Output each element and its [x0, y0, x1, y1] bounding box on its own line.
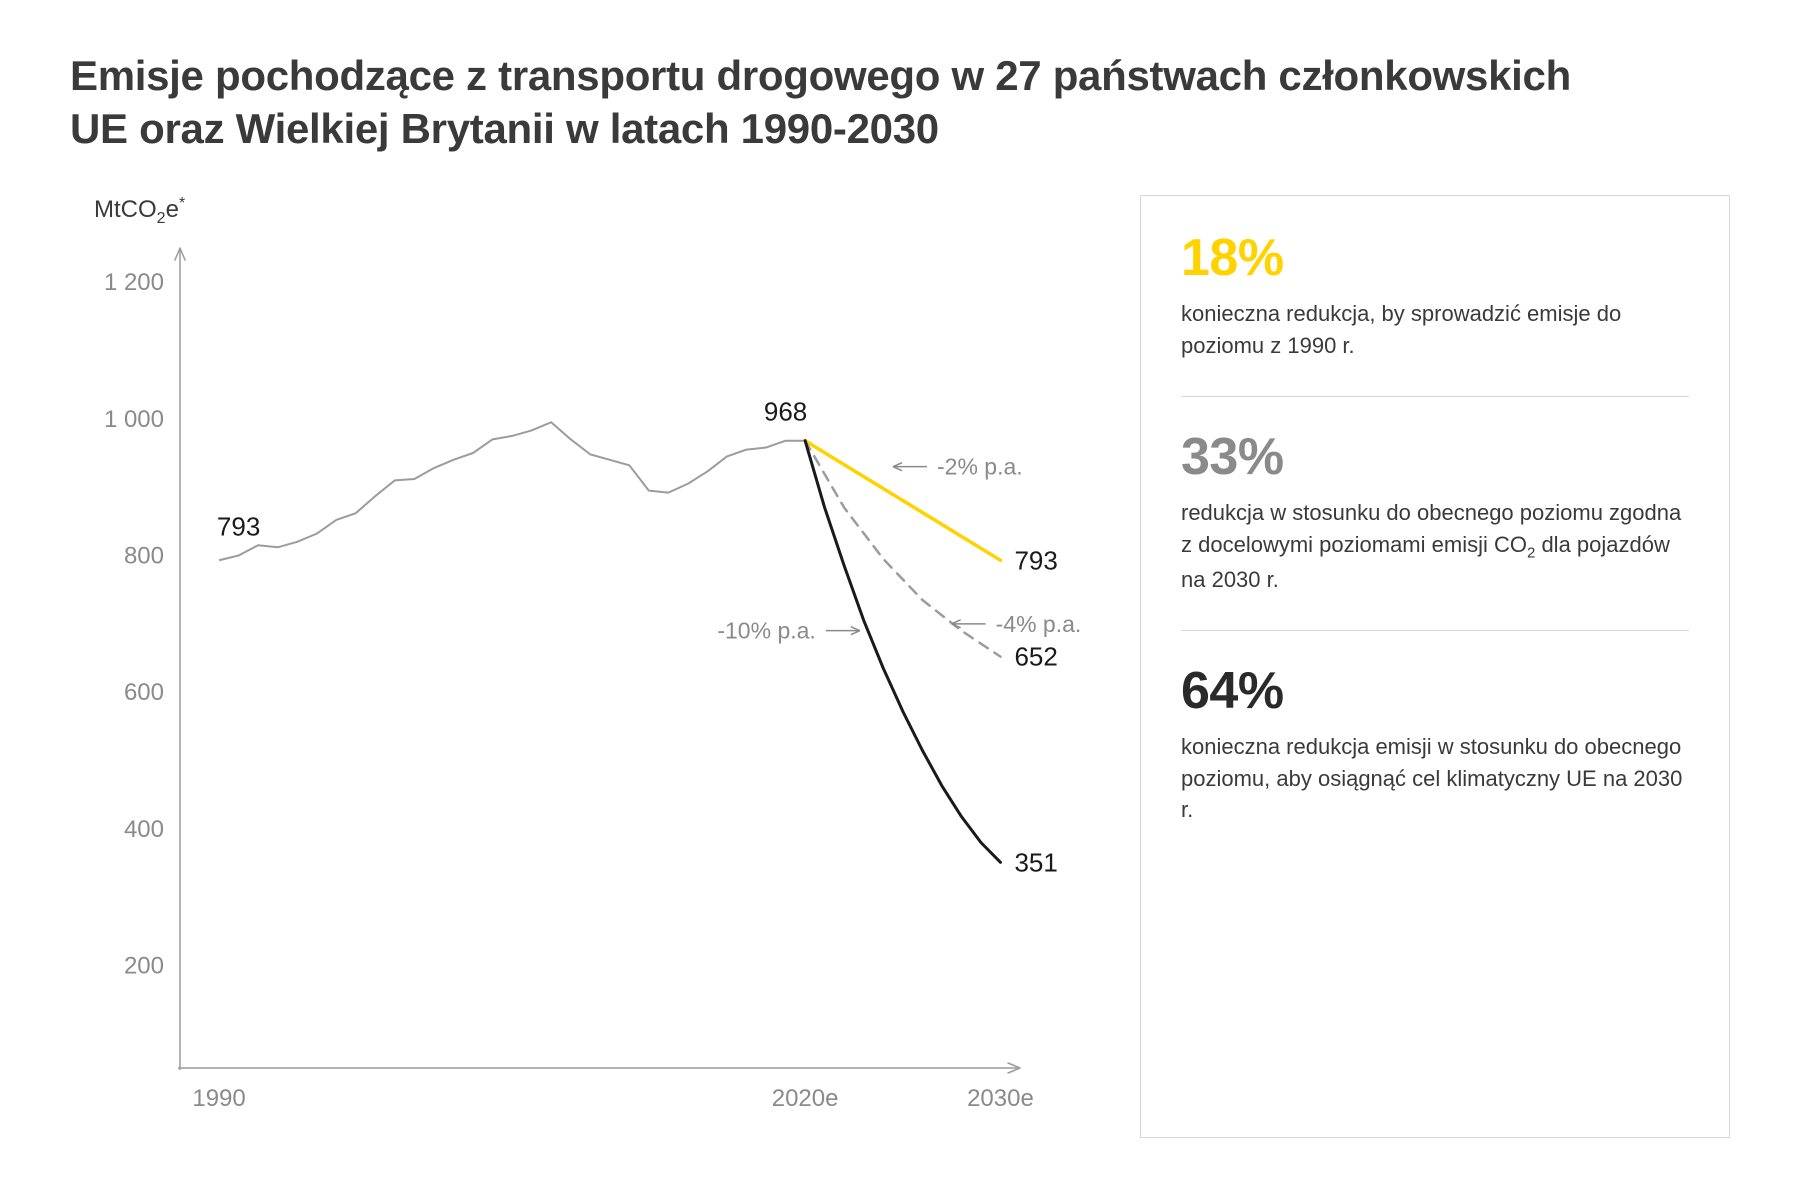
svg-text:2030e: 2030e [967, 1085, 1034, 1112]
svg-text:351: 351 [1014, 847, 1057, 877]
stat-64: 64% konieczna redukcja emisji w stosunku… [1181, 630, 1689, 861]
y-axis-label: MtCO2e* [94, 195, 1110, 228]
stat-18: 18% konieczna redukcja, by sprowadzić em… [1181, 232, 1689, 396]
svg-text:600: 600 [124, 679, 164, 706]
svg-text:-4% p.a.: -4% p.a. [996, 611, 1082, 637]
svg-text:1 000: 1 000 [104, 406, 164, 433]
svg-text:400: 400 [124, 816, 164, 843]
svg-text:1990: 1990 [192, 1085, 245, 1112]
svg-text:200: 200 [124, 952, 164, 979]
svg-text:-2% p.a.: -2% p.a. [937, 453, 1023, 479]
svg-text:800: 800 [124, 542, 164, 569]
svg-text:652: 652 [1014, 641, 1057, 671]
svg-text:2020e: 2020e [772, 1085, 839, 1112]
stats-panel: 18% konieczna redukcja, by sprowadzić em… [1140, 195, 1730, 1138]
stat-value: 64% [1181, 665, 1689, 717]
stat-value: 33% [1181, 431, 1689, 483]
emissions-chart: 200 400 600 800 1 000 1 200 1990 2020e 2030e 793 -… [70, 238, 1110, 1138]
page-title: Emisje pochodzące z transportu drogowego… [70, 50, 1620, 155]
stat-33: 33% redukcja w stosunku do obecnego pozi… [1181, 396, 1689, 630]
svg-text:968: 968 [764, 396, 807, 426]
stat-desc: konieczna redukcja, by sprowadzić emisje… [1181, 298, 1689, 362]
svg-text:1 200: 1 200 [104, 269, 164, 296]
svg-text:-10% p.a.: -10% p.a. [717, 617, 815, 643]
stat-desc: konieczna redukcja emisji w stosunku do … [1181, 731, 1689, 827]
svg-text:793: 793 [1014, 545, 1057, 575]
stat-value: 18% [1181, 232, 1689, 284]
stat-desc: redukcja w stosunku do obecnego poziomu … [1181, 497, 1689, 596]
svg-text:793: 793 [217, 511, 260, 541]
